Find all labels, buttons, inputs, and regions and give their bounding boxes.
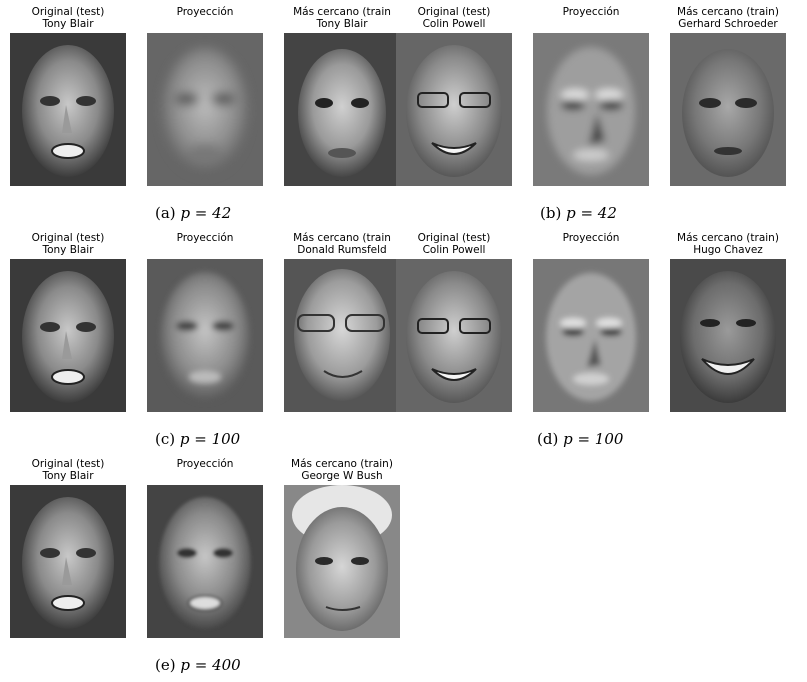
face-projection (147, 33, 263, 186)
face-projection (533, 33, 649, 186)
face-image-projection (147, 33, 263, 186)
panel-c-caption: (c) p = 100 (155, 430, 241, 448)
image-title: Más cercano (train) Gerhard Schroeder (677, 6, 779, 30)
face-photo (284, 259, 400, 412)
face-image-original (396, 33, 512, 186)
face-photo (10, 259, 126, 412)
face-image-projection (147, 259, 263, 412)
image-title: Más cercano (train Tony Blair (293, 6, 391, 30)
face-image-original (10, 33, 126, 186)
face-image-nearest (284, 259, 400, 412)
face-image-original (396, 259, 512, 412)
image-title: Más cercano (train Donald Rumsfeld (293, 232, 391, 256)
panel-a-caption: (a) p = 42 (155, 204, 232, 222)
face-photo (396, 259, 512, 412)
image-title: Original (test) Colin Powell (417, 232, 491, 256)
image-title: Proyección (562, 6, 620, 18)
face-photo (10, 33, 126, 186)
face-image-projection (147, 485, 263, 638)
image-title: Más cercano (train) George W Bush (291, 458, 393, 482)
face-image-nearest (670, 33, 786, 186)
face-photo (670, 33, 786, 186)
image-title: Original (test) Colin Powell (417, 6, 491, 30)
face-image-projection (533, 33, 649, 186)
face-photo (284, 485, 400, 638)
face-photo (396, 33, 512, 186)
face-image-nearest (284, 485, 400, 638)
image-title: Original (test) Tony Blair (31, 232, 105, 256)
face-image-projection (533, 259, 649, 412)
face-image-nearest (670, 259, 786, 412)
face-photo (284, 33, 400, 186)
panel-d-caption: (d) p = 100 (537, 430, 624, 448)
image-title: Original (test) Tony Blair (31, 6, 105, 30)
image-title: Más cercano (train) Hugo Chavez (677, 232, 779, 256)
face-photo (670, 259, 786, 412)
image-title: Proyección (176, 232, 234, 244)
face-projection (147, 485, 263, 638)
face-photo (10, 485, 126, 638)
face-projection (147, 259, 263, 412)
image-title: Proyección (176, 458, 234, 470)
face-projection (533, 259, 649, 412)
panel-b-caption: (b) p = 42 (540, 204, 617, 222)
image-title: Proyección (562, 232, 620, 244)
face-image-original (10, 259, 126, 412)
image-title: Proyección (176, 6, 234, 18)
panel-e-caption: (e) p = 400 (155, 656, 241, 674)
image-title: Original (test) Tony Blair (31, 458, 105, 482)
face-image-nearest (284, 33, 400, 186)
face-image-original (10, 485, 126, 638)
